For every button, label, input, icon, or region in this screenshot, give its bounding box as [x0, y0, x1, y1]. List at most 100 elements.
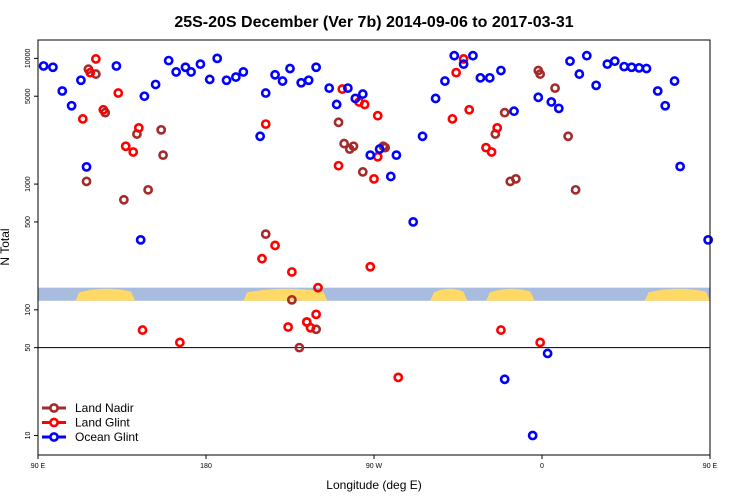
ocean-glint-point	[449, 50, 460, 61]
land-glint-point	[365, 261, 376, 272]
ocean-glint-point	[163, 55, 174, 66]
ocean-glint-point	[221, 75, 232, 86]
ocean-glint-point	[533, 92, 544, 103]
legend-marker	[49, 417, 59, 428]
x-tick-label: 90 W	[366, 463, 383, 470]
land-nadir-point	[348, 141, 359, 152]
map-land	[75, 288, 136, 301]
ocean-glint-point	[212, 53, 223, 64]
ocean-glint-point	[391, 150, 402, 161]
ocean-glint-point	[180, 62, 191, 73]
ocean-glint-point	[38, 61, 49, 71]
ocean-glint-point	[509, 106, 519, 117]
legend-marker	[49, 403, 59, 413]
ocean-glint-point	[591, 80, 602, 91]
land-glint-point	[369, 173, 379, 184]
ocean-glint-point	[484, 72, 495, 83]
land-nadir-point	[333, 117, 344, 128]
legend-label: Land Glint	[75, 416, 130, 430]
ocean-glint-point	[496, 65, 506, 76]
land-nadir-point	[156, 124, 167, 135]
ocean-glint-point	[385, 171, 396, 182]
ocean-glint-point	[652, 86, 663, 96]
land-nadir-point	[339, 138, 350, 149]
ocean-glint-point	[81, 162, 92, 172]
legend-label: Land Nadir	[75, 401, 134, 415]
data-points	[38, 50, 714, 441]
ocean-glint-point	[171, 67, 182, 77]
ocean-glint-point	[565, 56, 575, 67]
plot-frame	[37, 39, 711, 456]
ocean-glint-point	[468, 50, 478, 61]
land-glint-point	[137, 325, 148, 335]
land-nadir-point	[294, 342, 305, 353]
y-tick-label: 10	[25, 432, 32, 440]
map-land	[486, 288, 535, 301]
land-glint-point	[451, 67, 462, 78]
map-land	[243, 288, 328, 301]
ocean-glint-point	[350, 93, 361, 104]
land-glint-point	[286, 267, 297, 277]
ocean-glint-point	[186, 67, 196, 77]
ocean-glint-point	[296, 77, 307, 88]
ocean-glint-point	[57, 86, 68, 96]
land-glint-point	[98, 104, 109, 115]
x-tick-label: 0	[540, 463, 544, 470]
land-nadir-point	[357, 167, 368, 177]
y-tick-label: 50	[25, 344, 32, 352]
ocean-glint-point	[634, 62, 644, 73]
ocean-glint-point	[574, 69, 585, 79]
ocean-glint-point	[195, 59, 206, 70]
ocean-glint-point	[475, 72, 486, 83]
land-glint-point	[133, 122, 144, 133]
ocean-glint-point	[660, 100, 671, 111]
x-tick-label: 180	[200, 463, 212, 470]
ocean-glint-point	[626, 62, 637, 73]
ocean-glint-point	[230, 72, 241, 82]
ocean-glint-point	[238, 67, 249, 77]
ocean-glint-point	[255, 131, 266, 142]
ocean-glint-point	[204, 74, 215, 85]
ocean-glint-point	[675, 161, 686, 172]
x-axis: 90 E 180 90 W 0 90 E	[31, 455, 718, 470]
ocean-glint-point	[408, 217, 419, 227]
ocean-glint-point	[417, 131, 428, 142]
x-tick-label: 90 E	[703, 463, 718, 470]
land-glint-point	[85, 67, 96, 78]
land-glint-point	[270, 240, 280, 251]
ocean-glint-point	[609, 56, 620, 67]
land-glint-point	[311, 309, 322, 320]
land-glint-point	[372, 151, 383, 162]
land-nadir-point	[158, 150, 168, 161]
land-glint-point	[359, 99, 370, 110]
ocean-glint-point	[619, 61, 630, 72]
ocean-glint-point	[365, 150, 376, 161]
ocean-glint-point	[76, 75, 86, 86]
land-glint-point	[257, 253, 267, 264]
legend-marker	[49, 432, 59, 442]
legend-label: Ocean Glint	[75, 430, 139, 444]
ocean-glint-point	[669, 76, 680, 86]
land-glint-point	[113, 88, 124, 98]
map-land	[430, 288, 468, 301]
ocean-glint-point	[111, 61, 122, 71]
land-glint-point	[283, 322, 294, 332]
land-glint-point	[496, 325, 506, 335]
land-glint-point	[90, 54, 101, 64]
ocean-glint-point	[260, 88, 271, 98]
land-glint-point	[77, 114, 88, 124]
ocean-glint-point	[324, 83, 335, 94]
land-glint-point	[313, 282, 323, 293]
ocean-glint-point	[277, 76, 288, 86]
ocean-glint-point	[331, 99, 342, 110]
ocean-glint-point	[546, 97, 557, 107]
land-glint-point	[372, 110, 383, 121]
ocean-glint-point	[430, 93, 441, 104]
land-nadir-point	[260, 229, 271, 240]
ocean-glint-point	[342, 83, 353, 94]
land-glint-point	[333, 160, 344, 171]
land-nadir-point	[118, 194, 129, 205]
land-nadir-point	[286, 294, 297, 305]
land-glint-point	[486, 147, 497, 157]
